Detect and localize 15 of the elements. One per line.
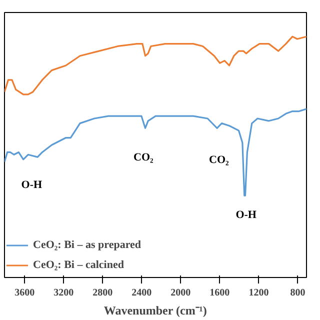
- x-axis-title: Wavenumber (cm⁻¹): [104, 304, 207, 318]
- annotation: O-H: [236, 209, 257, 221]
- x-tick-label: 1200: [248, 288, 269, 298]
- x-tick-label: 2400: [132, 288, 152, 298]
- annotation: O-H: [21, 179, 43, 191]
- x-tick-label: 2000: [170, 288, 191, 298]
- annotation: CO₂: [134, 152, 154, 164]
- annotation: CO₂: [209, 154, 230, 166]
- x-tick-label: 2800: [92, 288, 113, 298]
- legend-label: CeO₂: Bi – calcined: [33, 259, 124, 271]
- x-tick-label: 3200: [54, 288, 74, 298]
- x-tick-label: 1600: [210, 288, 230, 298]
- x-tick-label: 800: [290, 288, 306, 298]
- legend-label: CeO₂: Bi – as prepared: [33, 239, 142, 251]
- x-tick-label: 3600: [14, 288, 35, 298]
